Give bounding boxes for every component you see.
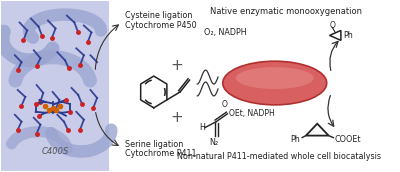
Text: Cytochrome P411: Cytochrome P411	[126, 149, 197, 158]
Text: Native enzymatic monooxygenation: Native enzymatic monooxygenation	[210, 7, 362, 16]
Text: Cysteine ligation: Cysteine ligation	[126, 11, 193, 20]
Text: C400S: C400S	[42, 147, 69, 156]
Text: Ph: Ph	[344, 31, 354, 40]
Ellipse shape	[236, 67, 314, 89]
Text: O₂, NADPH: O₂, NADPH	[204, 29, 246, 37]
Text: Cytochrome P450: Cytochrome P450	[126, 20, 197, 30]
Text: Serine ligation: Serine ligation	[126, 139, 184, 149]
Text: COOEt: COOEt	[334, 135, 361, 144]
Text: +: +	[170, 110, 183, 125]
Bar	[1, 1, 109, 171]
Text: H: H	[199, 123, 205, 132]
Text: Ph: Ph	[290, 135, 300, 144]
Text: OEt, NADPH: OEt, NADPH	[229, 109, 275, 118]
Ellipse shape	[223, 61, 327, 105]
Text: Non-natural P411-mediated whole cell biocatalysis: Non-natural P411-mediated whole cell bio…	[178, 152, 382, 161]
Text: O: O	[330, 21, 335, 30]
Text: O: O	[222, 100, 228, 109]
Text: +: +	[170, 58, 183, 73]
Text: N₂: N₂	[210, 138, 219, 147]
